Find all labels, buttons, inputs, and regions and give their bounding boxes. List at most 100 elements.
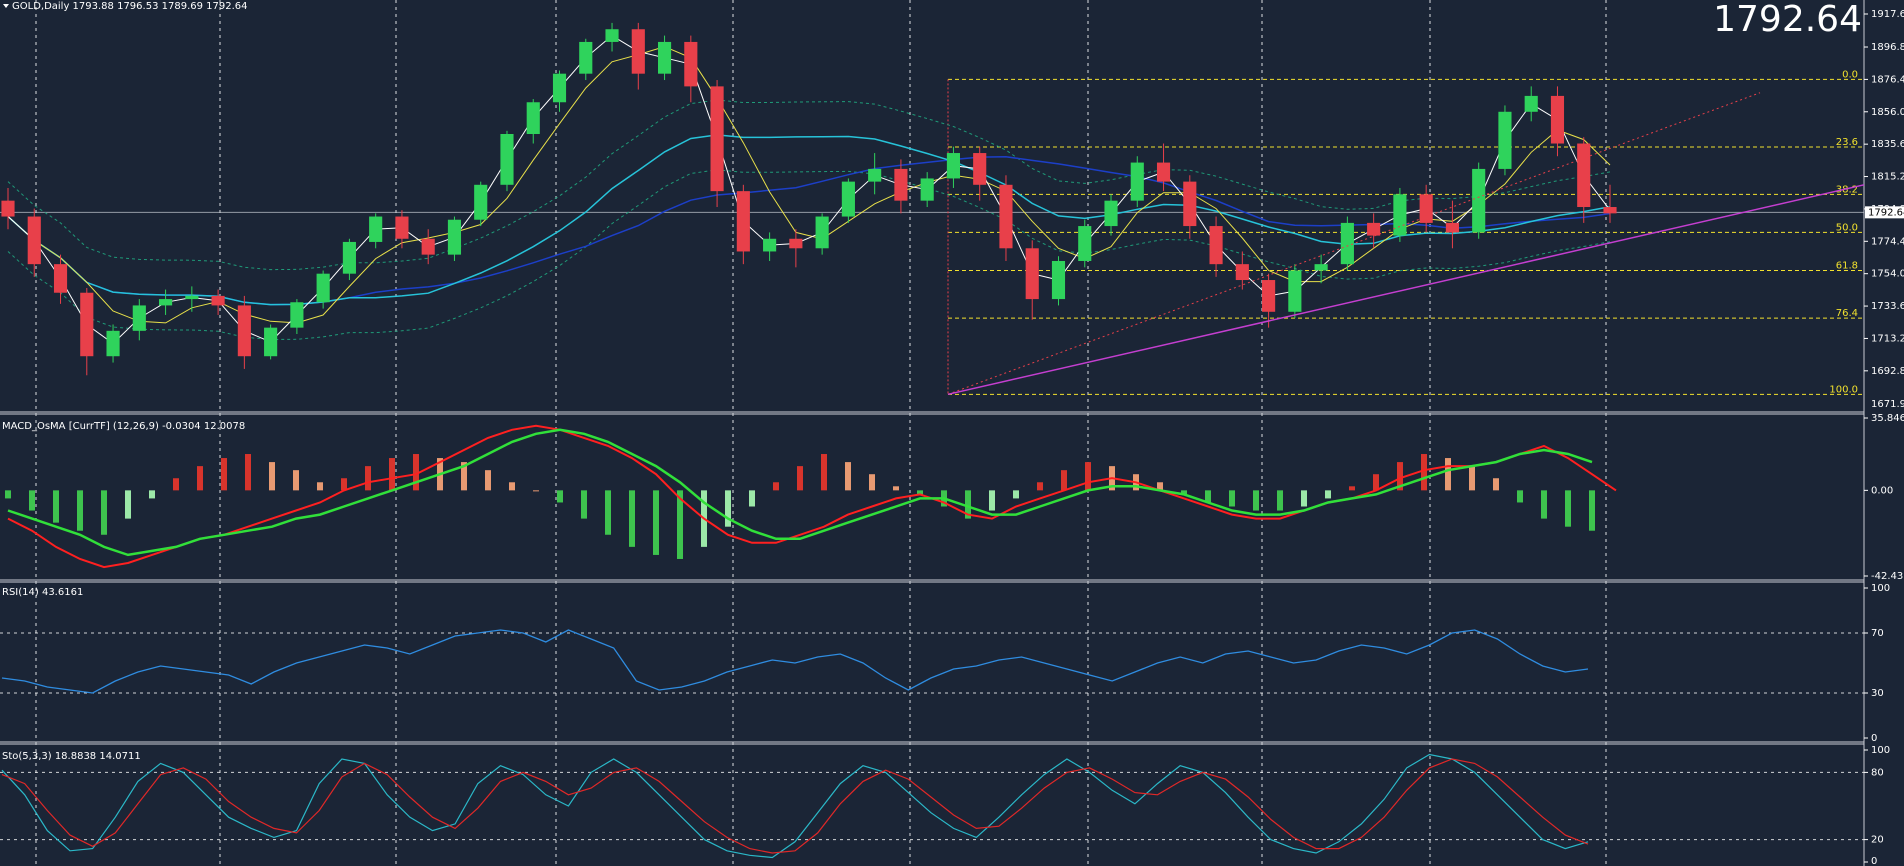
candle-body — [789, 238, 803, 249]
current-price-large: 1792.64 — [1713, 0, 1862, 40]
osma-bar — [1373, 474, 1379, 491]
price-axis: 1917.60 1896.80 1876.40 1856.00 1835.60 1815.… — [1864, 9, 1904, 410]
osma-bar — [221, 458, 227, 491]
fib-diagonal-line — [947, 92, 1761, 395]
osma-bar — [5, 490, 11, 499]
stochastic-panel — [0, 753, 1864, 859]
candle-body — [1104, 200, 1118, 227]
stochastic-tick-label: 80 — [1871, 767, 1884, 778]
rsi-tick-label: 0 — [1871, 733, 1877, 744]
macd-tick-label: 0.00 — [1871, 485, 1893, 496]
osma-bar — [1325, 490, 1331, 499]
osma-bar — [125, 490, 131, 519]
candle-body — [920, 178, 934, 201]
candle-body — [1235, 264, 1249, 281]
candle-body — [1, 200, 15, 217]
candle-body — [1393, 194, 1407, 236]
osma-bar — [389, 458, 395, 491]
osma-bar — [629, 490, 635, 547]
osma-bar — [149, 490, 155, 499]
macd-tick-label: -42.4336 — [1871, 571, 1904, 582]
stochastic-tick-label: 20 — [1871, 835, 1884, 846]
rsi-line — [1, 629, 1589, 694]
bollinger-lower-band — [7, 169, 1611, 341]
price-tick-label: 1754.00 — [1871, 269, 1904, 280]
osma-bar — [749, 490, 755, 507]
candle-body — [264, 327, 278, 357]
osma-bar — [1517, 490, 1523, 503]
osma-bar — [1493, 478, 1499, 491]
osma-bar — [1445, 458, 1451, 491]
rsi-tick-label: 100 — [1871, 583, 1890, 594]
chart-menu-triangle-icon[interactable] — [3, 4, 9, 8]
osma-bar — [1013, 490, 1019, 499]
price-tick-label: 1815.20 — [1871, 172, 1904, 183]
candle-body — [1025, 248, 1039, 300]
macd-signal-line — [7, 428, 1593, 557]
fib-level-label: 61.8 — [1836, 261, 1858, 272]
panel-separators — [0, 0, 1865, 866]
candle-body — [395, 216, 409, 239]
candle-body — [1498, 111, 1512, 169]
fib-level-label: 38.2 — [1836, 184, 1858, 195]
fib-level-label: 76.4 — [1836, 308, 1858, 319]
candle-body — [552, 73, 567, 103]
candle-body — [1314, 264, 1328, 271]
rsi-axis: 100 70 30 0 — [1864, 583, 1890, 744]
stochastic-tick-label: 0 — [1871, 856, 1877, 866]
support-trendline — [947, 184, 1865, 396]
osma-bar — [365, 466, 371, 491]
candle-body — [421, 238, 435, 255]
osma-bar — [1157, 482, 1163, 491]
candle-body — [841, 181, 855, 217]
osma-bar — [317, 482, 323, 491]
candle-body — [447, 219, 462, 255]
rsi-panel — [0, 629, 1864, 694]
fib-level-label: 23.6 — [1836, 137, 1858, 148]
candle-body — [1183, 181, 1197, 227]
macd-tick-label: 35.8468 — [1871, 413, 1904, 424]
candle-body — [868, 168, 882, 182]
osma-bar — [245, 454, 251, 491]
candle-body — [1156, 162, 1171, 182]
rsi-tick-label: 70 — [1871, 628, 1884, 639]
osma-bar — [1397, 462, 1403, 491]
osma-bar — [725, 490, 731, 527]
osma-bar — [413, 454, 419, 491]
candle-body — [684, 41, 698, 87]
osma-bar — [653, 490, 659, 555]
candle-body — [973, 153, 987, 185]
rsi-label: RSI(14) 43.6161 — [2, 587, 83, 598]
osma-bar — [485, 470, 491, 491]
osma-bar — [1061, 470, 1067, 491]
candle-body — [1472, 168, 1486, 233]
osma-bar — [677, 490, 683, 559]
osma-bar — [101, 490, 107, 535]
osma-bar — [509, 482, 515, 491]
candle-body — [474, 184, 488, 220]
osma-bar — [269, 462, 275, 491]
trendlines — [947, 92, 1865, 396]
osma-bar — [461, 462, 467, 491]
candle-body — [736, 191, 750, 252]
candle-body — [1603, 207, 1617, 214]
candle-body — [710, 86, 724, 192]
price-tick-label: 1835.60 — [1871, 139, 1904, 150]
fib-level-label: 50.0 — [1836, 222, 1858, 233]
candle-body — [316, 273, 330, 303]
osma-bar — [1421, 454, 1427, 491]
candle-body — [631, 29, 645, 74]
candle-body — [53, 264, 68, 293]
fib-level-label: 0.0 — [1842, 69, 1858, 80]
candle-body — [1051, 260, 1066, 300]
symbol-header: GOLD,Daily 1793.88 1796.53 1789.69 1792.… — [12, 1, 248, 12]
candle-body — [132, 305, 146, 331]
price-tick-label: 1896.80 — [1871, 42, 1904, 53]
osma-bar — [869, 474, 875, 491]
candle-body — [815, 216, 829, 249]
candle-body — [1288, 270, 1302, 312]
candle-body — [27, 216, 41, 265]
osma-bar — [1085, 462, 1091, 491]
